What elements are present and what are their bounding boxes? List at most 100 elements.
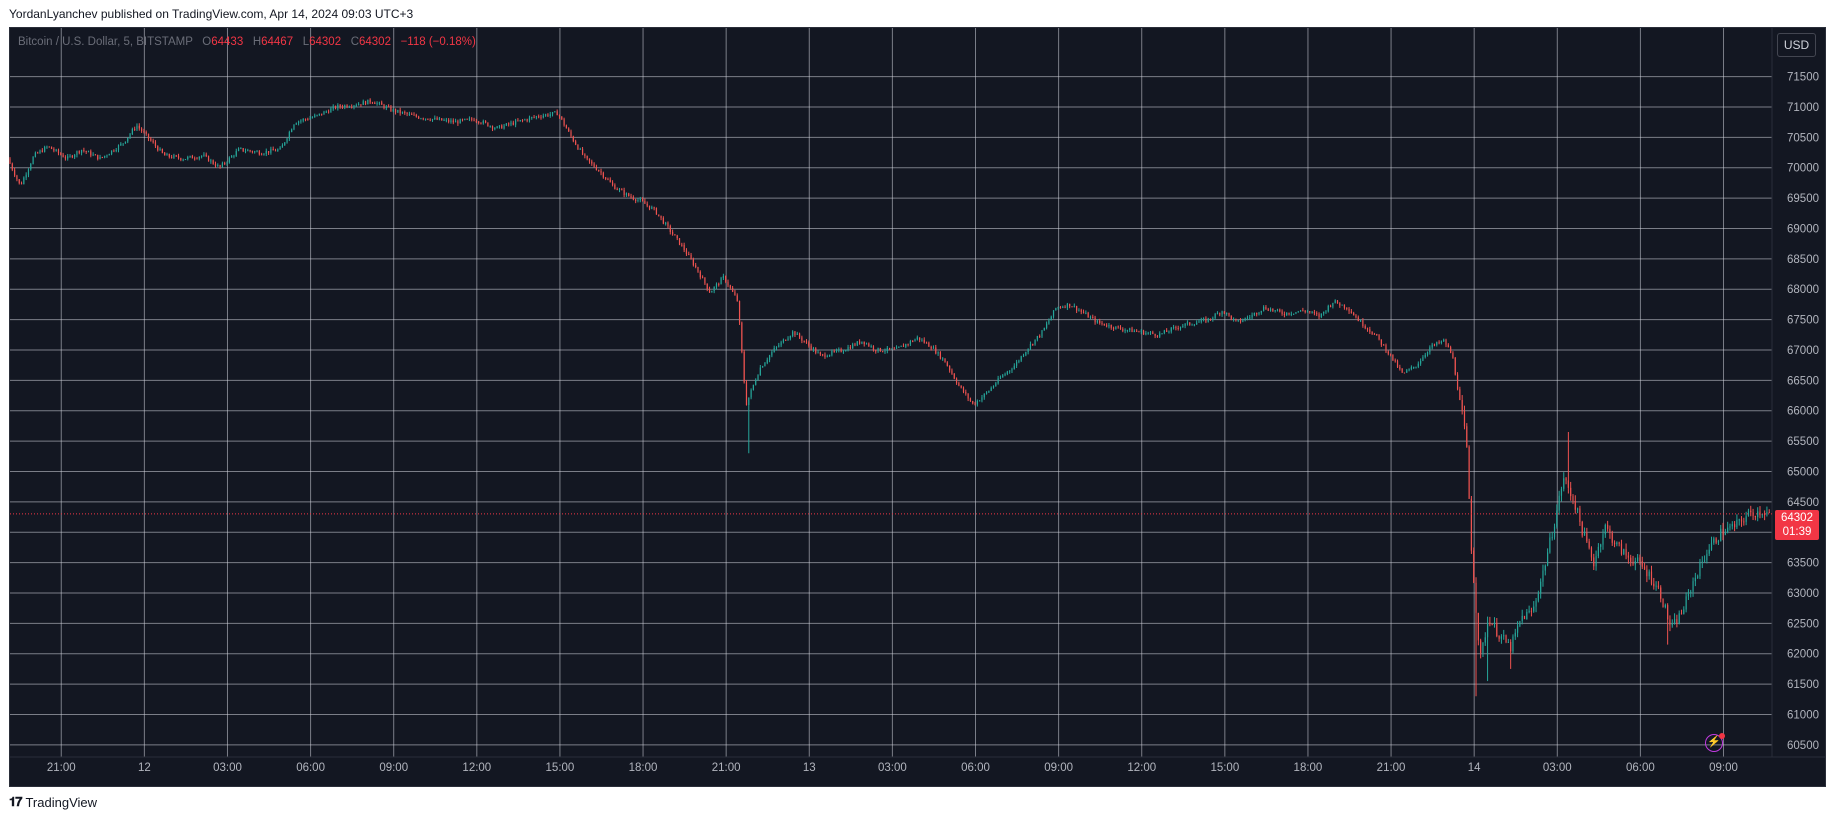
candle-body (307, 119, 309, 121)
candle-body (138, 125, 140, 129)
close-label: C (350, 36, 359, 48)
candle-body (1311, 311, 1313, 313)
candle-body (641, 199, 644, 202)
candle-body (115, 149, 117, 152)
candle-body (554, 111, 556, 113)
candle-body (1096, 320, 1098, 323)
candle-body (1565, 478, 1567, 481)
candle-body (1680, 613, 1683, 615)
candle-body (969, 398, 972, 402)
candle-body (1175, 327, 1177, 329)
candle-body (85, 150, 87, 153)
candle-body (1182, 325, 1184, 327)
candle-body (1413, 366, 1415, 368)
candle-body (83, 149, 85, 151)
candle-body (445, 119, 447, 121)
candle-body (71, 155, 73, 158)
candle-body (184, 159, 187, 161)
candle-body (196, 158, 198, 160)
candle-body (1766, 512, 1768, 515)
candle-body (1069, 303, 1071, 307)
candle-body (722, 276, 724, 279)
candle-body (1022, 355, 1025, 357)
candle-body (1059, 307, 1062, 309)
candle-body (385, 106, 387, 109)
candle-body (1697, 576, 1699, 578)
candle-body (718, 283, 720, 285)
candle-body (1027, 348, 1029, 353)
candle-body (1736, 519, 1738, 528)
candle-body (314, 115, 316, 118)
price-tick-label: 65000 (1787, 466, 1819, 478)
candle-body (473, 119, 475, 121)
candle-body (1461, 400, 1463, 411)
candle-body (392, 109, 394, 112)
lightning-icon[interactable]: ⚡ (1705, 734, 1723, 752)
candle-body (1733, 524, 1736, 528)
candle-body (1159, 333, 1161, 337)
candle-body (824, 354, 826, 357)
candle-body (632, 197, 634, 200)
candle-body (1246, 317, 1249, 319)
candle-body (198, 156, 200, 159)
candle-body (1346, 307, 1348, 309)
candle-body (277, 149, 279, 152)
candle-body (1341, 304, 1343, 306)
candle-body (475, 120, 477, 122)
candle-body (1062, 306, 1064, 308)
candle-body (1611, 532, 1613, 543)
candle-body (466, 118, 468, 120)
candle-body (882, 351, 884, 353)
candle-body (907, 344, 909, 346)
time-tick-label: 06:00 (961, 762, 990, 774)
candle-body (826, 356, 828, 358)
chart-panel[interactable] (9, 27, 1826, 787)
candle-body (1445, 339, 1447, 345)
candle-body (311, 117, 314, 119)
candle-body (1299, 310, 1302, 312)
candle-body (1489, 622, 1491, 625)
candle-body (1366, 328, 1369, 330)
candle-body (688, 254, 690, 256)
candle-body (270, 148, 272, 153)
candle-body (655, 207, 658, 215)
currency-button[interactable]: USD (1777, 33, 1816, 57)
candle-body (140, 128, 143, 132)
candle-body (1692, 581, 1694, 592)
candle-body (44, 146, 46, 152)
candle-body (895, 347, 898, 349)
candle-body (644, 201, 646, 204)
candle-body (912, 340, 914, 342)
candle-body (1108, 324, 1110, 327)
candle-body (1498, 635, 1500, 639)
candle-body (1334, 300, 1336, 303)
candle-body (757, 375, 759, 381)
candle-body (1200, 319, 1202, 322)
candle-body (362, 101, 364, 105)
candle-body (591, 161, 593, 164)
candle-body (1112, 327, 1115, 329)
candle-body (434, 117, 436, 120)
candle-body (1556, 510, 1558, 527)
candle-body (794, 331, 796, 335)
candle-body (1237, 320, 1239, 322)
candle-body (217, 165, 219, 167)
candle-body (699, 271, 701, 278)
candle-body (1745, 516, 1747, 522)
candle-body (32, 156, 34, 164)
price-axis: 6050061000615006200062500630006350064000… (1787, 72, 1819, 752)
candle-body (949, 365, 951, 371)
candle-body (16, 175, 18, 180)
candle-body (1650, 571, 1653, 584)
candle-body (491, 126, 494, 129)
candle-body (900, 345, 902, 347)
candle-body (235, 151, 237, 156)
candle-body (1657, 585, 1660, 588)
candle-body (748, 397, 750, 405)
candle-body (586, 155, 588, 159)
candle-body (424, 118, 427, 120)
candle-body (817, 352, 819, 354)
candle-body (1064, 306, 1066, 308)
candle-body (318, 113, 320, 115)
